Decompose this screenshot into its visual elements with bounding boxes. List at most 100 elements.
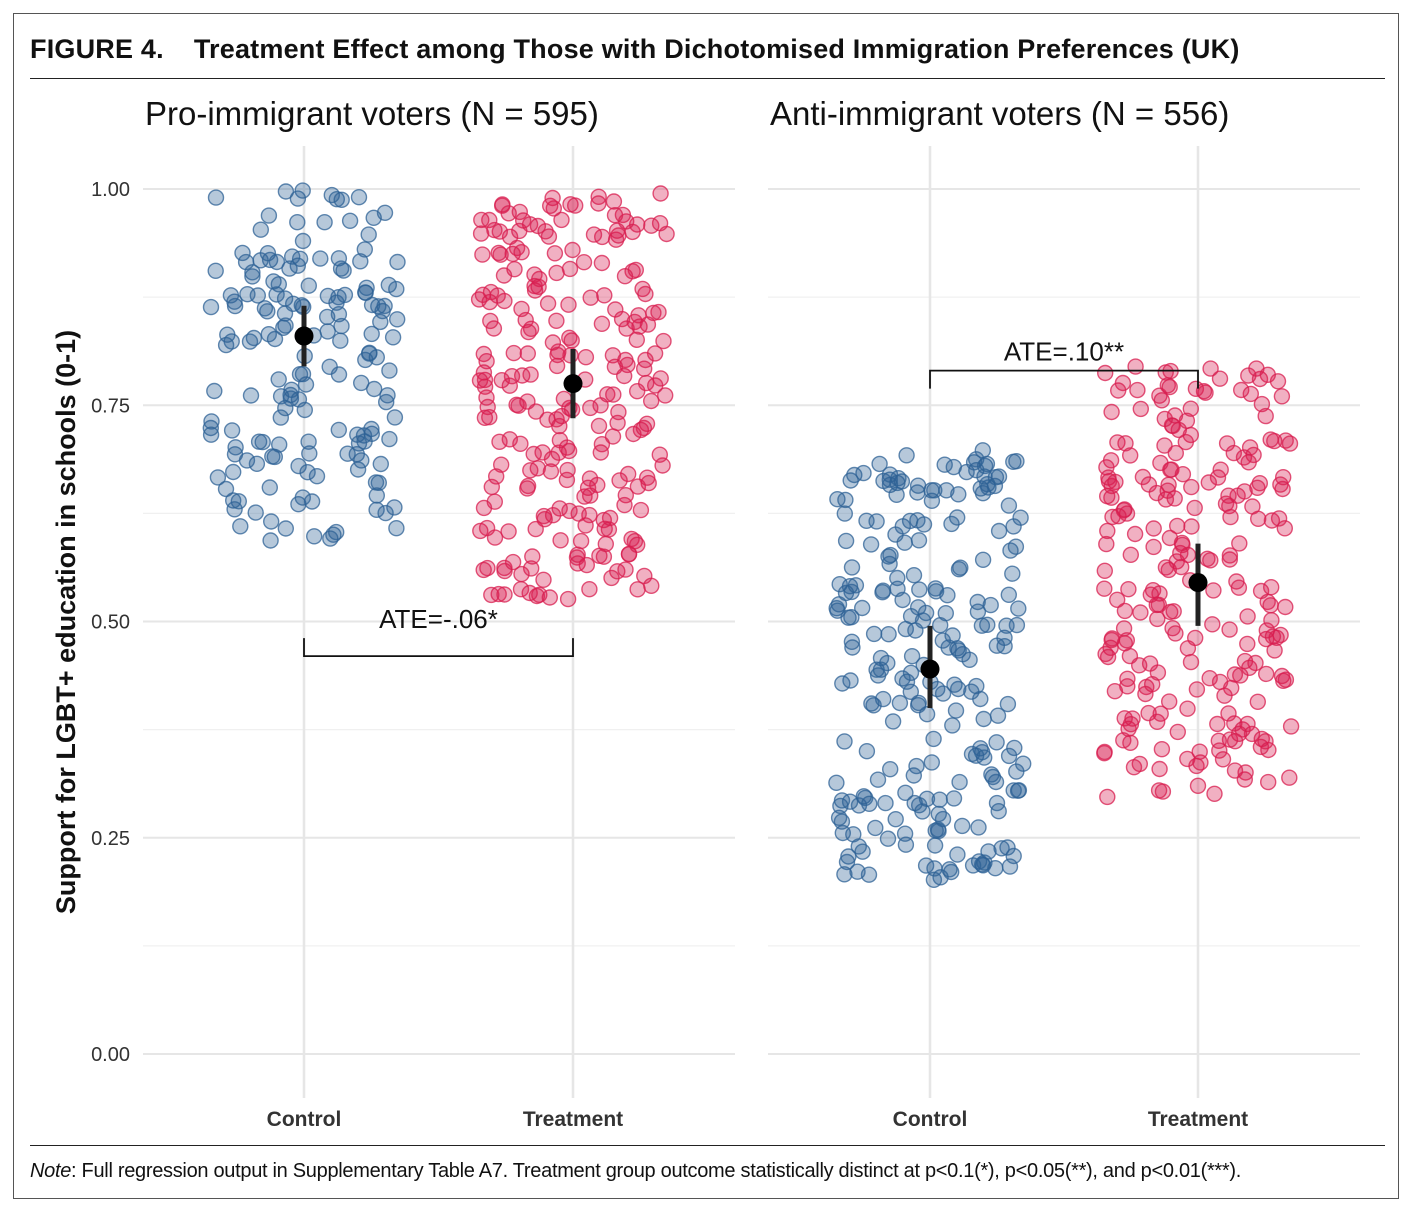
data-point xyxy=(636,567,653,585)
data-point xyxy=(1151,760,1168,778)
data-point xyxy=(930,805,947,823)
data-point xyxy=(294,489,311,506)
data-point xyxy=(1004,565,1021,582)
data-point xyxy=(491,223,508,240)
data-point xyxy=(999,695,1017,713)
data-point xyxy=(1272,626,1289,644)
data-point xyxy=(1174,536,1191,554)
data-point xyxy=(603,569,620,587)
data-point xyxy=(303,493,321,510)
data-point xyxy=(1221,621,1238,638)
data-point xyxy=(1167,444,1185,462)
data-point xyxy=(974,744,991,761)
data-point xyxy=(910,532,928,549)
data-point xyxy=(239,286,256,303)
data-point xyxy=(951,773,968,791)
data-point xyxy=(596,287,613,304)
data-point xyxy=(376,297,393,315)
data-point xyxy=(629,383,646,400)
data-point xyxy=(323,186,340,204)
data-point xyxy=(227,439,244,456)
data-point xyxy=(290,457,307,475)
data-point xyxy=(1253,395,1271,413)
data-point xyxy=(1151,387,1168,404)
data-point xyxy=(1179,640,1197,657)
data-point xyxy=(1226,715,1243,732)
data-point xyxy=(223,333,240,350)
data-point xyxy=(975,710,992,728)
data-point xyxy=(879,830,897,847)
data-point xyxy=(918,706,936,723)
data-point xyxy=(865,625,883,643)
data-point xyxy=(990,803,1007,820)
data-point xyxy=(496,559,513,577)
data-point xyxy=(984,768,1002,786)
data-point xyxy=(223,422,241,439)
data-point xyxy=(517,311,534,329)
data-point xyxy=(1187,380,1205,397)
data-point xyxy=(1160,693,1178,710)
data-point xyxy=(1183,478,1200,496)
data-point xyxy=(381,362,398,379)
data-point xyxy=(1012,509,1029,526)
data-point xyxy=(594,228,611,246)
data-point xyxy=(341,212,359,230)
data-point xyxy=(277,520,294,537)
data-point xyxy=(1130,657,1148,674)
data-point xyxy=(1277,598,1294,616)
data-point xyxy=(1214,751,1232,768)
data-point xyxy=(559,590,577,608)
data-point xyxy=(270,371,287,388)
data-point xyxy=(911,581,928,598)
data-point xyxy=(493,372,510,389)
data-point xyxy=(1132,604,1149,621)
data-point xyxy=(209,469,227,486)
data-point xyxy=(319,308,336,326)
data-point xyxy=(652,185,669,202)
data-point xyxy=(1277,432,1294,449)
data-point xyxy=(284,248,301,265)
data-point xyxy=(262,532,279,549)
data-point xyxy=(289,213,306,231)
data-point xyxy=(268,286,285,303)
data-point xyxy=(285,295,302,312)
data-point xyxy=(1116,635,1134,652)
data-point xyxy=(1153,741,1171,758)
data-point xyxy=(503,368,521,385)
data-point xyxy=(620,546,638,563)
figure-note: Note: Full regression output in Suppleme… xyxy=(30,1160,1241,1183)
y-tick-label: 0.50 xyxy=(91,612,130,634)
data-point xyxy=(1182,400,1200,417)
data-point xyxy=(553,211,570,229)
data-point xyxy=(974,551,992,568)
ate-bracket xyxy=(303,638,574,657)
data-point xyxy=(1211,370,1229,387)
data-point xyxy=(1269,373,1287,390)
data-point xyxy=(1240,367,1257,384)
data-point xyxy=(840,609,857,626)
data-point xyxy=(561,329,578,346)
data-point xyxy=(618,320,635,337)
data-point xyxy=(1116,710,1133,727)
data-point xyxy=(1005,847,1022,865)
data-point xyxy=(548,264,565,282)
data-point xyxy=(632,501,650,519)
data-point xyxy=(312,250,329,267)
data-point xyxy=(389,253,406,271)
data-point xyxy=(925,871,943,888)
data-point xyxy=(272,388,290,405)
data-point xyxy=(277,317,294,334)
data-point xyxy=(548,312,565,329)
title-rule xyxy=(30,78,1385,79)
data-point xyxy=(887,811,904,828)
x-tick-label: Control xyxy=(267,1108,342,1131)
data-point xyxy=(909,484,926,501)
data-point xyxy=(244,268,261,285)
data-point xyxy=(492,246,509,263)
data-point xyxy=(1239,635,1256,653)
data-point xyxy=(868,513,885,530)
data-point xyxy=(483,586,500,604)
data-point xyxy=(577,349,595,366)
data-point xyxy=(1188,681,1206,698)
